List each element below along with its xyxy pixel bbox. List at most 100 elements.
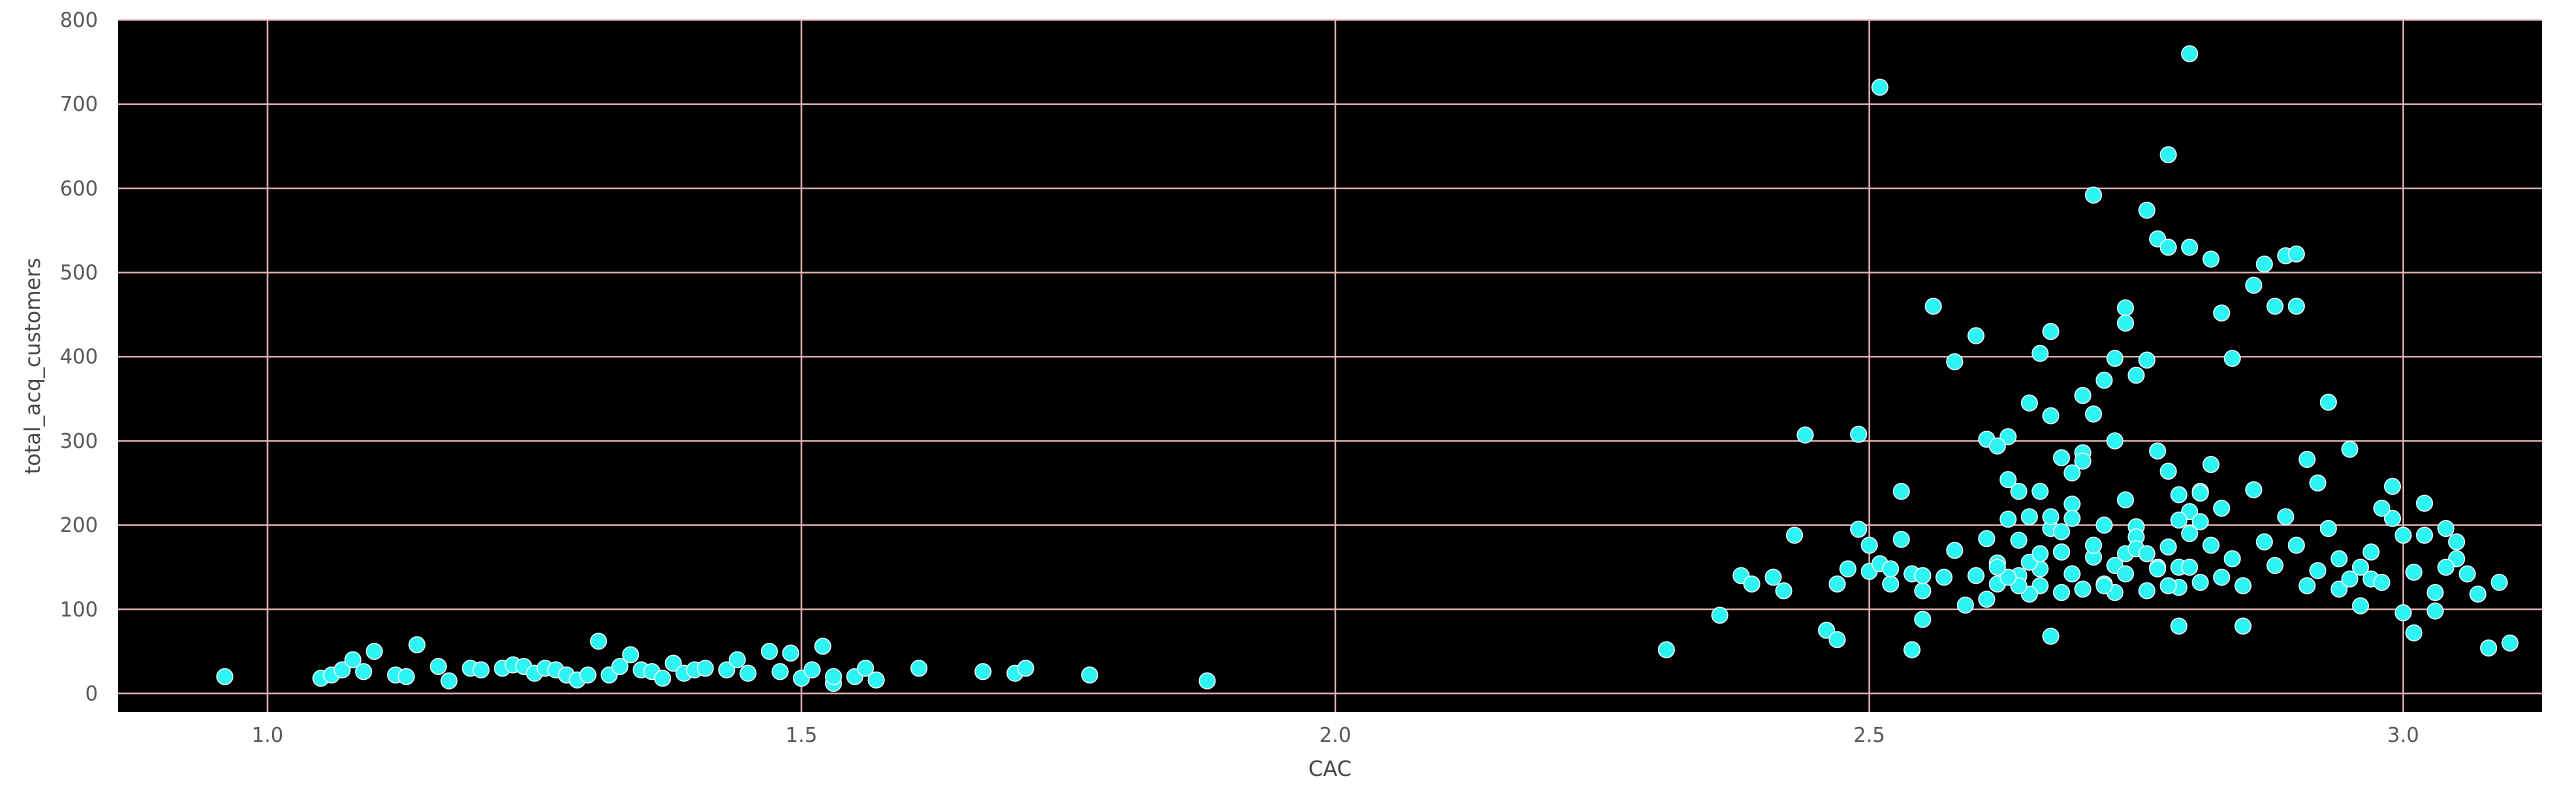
- data-point: [1978, 590, 1996, 608]
- data-point: [1999, 428, 2017, 446]
- data-point: [2181, 525, 2199, 542]
- x-tick-labels: 1.0 1.5 2.0 2.5 3.0: [252, 723, 2419, 747]
- data-point: [1946, 353, 1964, 371]
- data-point: [2202, 456, 2220, 473]
- data-point: [2426, 584, 2444, 601]
- data-point: [1956, 596, 1974, 614]
- data-point: [803, 661, 821, 679]
- y-tick-label: 300: [60, 429, 98, 453]
- data-point: [782, 644, 800, 662]
- data-point: [2074, 452, 2092, 470]
- data-point: [2319, 520, 2337, 537]
- data-point: [867, 671, 885, 689]
- data-point: [2191, 573, 2209, 591]
- y-tick-label: 600: [60, 176, 98, 200]
- data-point: [974, 663, 992, 681]
- y-tick-label: 100: [60, 597, 98, 621]
- data-point: [1081, 666, 1099, 684]
- x-tick-label: 1.5: [786, 723, 818, 747]
- data-point: [2095, 516, 2113, 534]
- data-point: [2010, 482, 2028, 500]
- data-point: [2170, 617, 2188, 635]
- data-point: [2352, 558, 2369, 576]
- data-point: [1657, 641, 1675, 659]
- data-point: [2223, 349, 2241, 367]
- data-point: [2341, 570, 2359, 588]
- data-point: [2490, 573, 2508, 591]
- data-point: [2010, 531, 2028, 549]
- data-point: [2255, 533, 2273, 551]
- data-point: [760, 642, 778, 660]
- data-point: [2106, 349, 2124, 367]
- data-point: [2031, 344, 2049, 362]
- data-point: [1924, 297, 1942, 315]
- data-point: [1946, 541, 1964, 559]
- data-point: [1828, 575, 1846, 593]
- data-point: [2159, 462, 2177, 480]
- data-point: [1978, 530, 1996, 548]
- data-point: [2213, 568, 2231, 586]
- data-point: [2031, 482, 2049, 500]
- grid-lines: [118, 19, 2542, 712]
- data-point: [429, 658, 447, 675]
- data-point: [1839, 560, 1857, 578]
- data-point: [2202, 250, 2220, 268]
- data-point: [2117, 491, 2134, 509]
- y-tick-label: 700: [60, 92, 98, 116]
- data-point: [2020, 508, 2038, 526]
- data-point: [333, 661, 351, 679]
- scatter-points: [216, 45, 2519, 692]
- data-point: [2085, 405, 2102, 423]
- data-point: [2159, 577, 2177, 595]
- data-point: [1711, 606, 1729, 624]
- data-point: [2287, 297, 2305, 315]
- data-point: [2074, 387, 2092, 404]
- y-tick-label: 0: [85, 681, 98, 705]
- data-point: [1818, 621, 1835, 639]
- data-point: [1914, 582, 1932, 600]
- y-tick-label: 800: [60, 8, 98, 32]
- data-point: [1999, 510, 2017, 528]
- data-point: [2234, 617, 2252, 635]
- data-point: [1796, 426, 1814, 444]
- data-point: [365, 642, 383, 660]
- data-point: [590, 632, 607, 650]
- data-point: [739, 664, 757, 682]
- data-point: [2159, 238, 2177, 256]
- data-point: [2448, 533, 2466, 551]
- data-point: [2149, 442, 2167, 460]
- data-point: [814, 637, 832, 655]
- data-point: [2063, 464, 2081, 482]
- data-point: [2277, 508, 2295, 526]
- data-point: [579, 666, 597, 684]
- x-tick-label: 1.0: [252, 723, 284, 747]
- data-point: [1914, 567, 1932, 585]
- data-point: [2287, 536, 2305, 554]
- x-tick-label: 2.0: [1319, 723, 1351, 747]
- data-point: [2394, 604, 2412, 622]
- y-tick-labels: 0 100 200 300 400 500 600 700 800: [60, 8, 98, 705]
- data-point: [2053, 523, 2070, 541]
- data-point: [2149, 560, 2167, 578]
- data-point: [2266, 557, 2284, 574]
- data-point: [2309, 562, 2327, 580]
- data-point: [1882, 560, 1900, 578]
- data-point: [2138, 351, 2156, 369]
- data-point: [2063, 565, 2081, 583]
- data-point: [1860, 536, 1878, 554]
- data-point: [2255, 255, 2273, 273]
- data-point: [622, 646, 640, 664]
- data-point: [2170, 511, 2188, 529]
- data-point: [2117, 565, 2134, 583]
- data-point: [2095, 371, 2113, 389]
- data-point: [1935, 568, 1953, 586]
- data-point: [2138, 201, 2156, 219]
- data-point: [2042, 627, 2060, 645]
- data-point: [2213, 499, 2231, 517]
- data-point: [2298, 450, 2316, 468]
- data-point: [2223, 550, 2241, 568]
- data-point: [1988, 558, 2006, 576]
- data-point: [2234, 577, 2252, 595]
- data-point: [664, 654, 682, 672]
- data-point: [825, 668, 842, 686]
